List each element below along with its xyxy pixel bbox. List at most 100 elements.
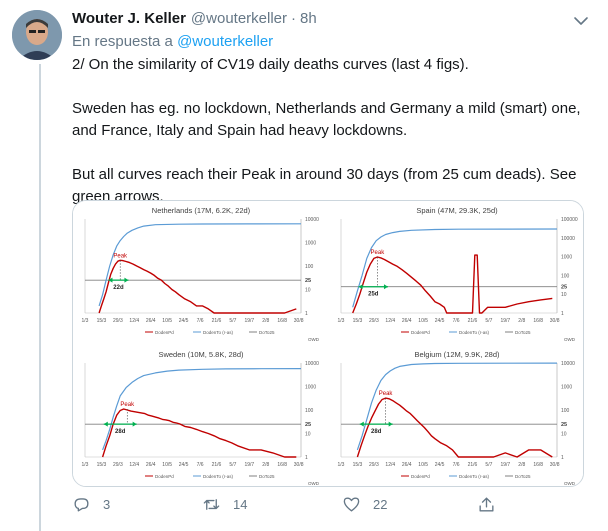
tweet-actions: 3 14 22 bbox=[72, 495, 572, 519]
green-arrow-head-right bbox=[388, 421, 393, 427]
x-tick-label: 21/6 bbox=[212, 318, 222, 324]
x-tick-label: 29/3 bbox=[113, 462, 123, 468]
x-tick-label: 5/7 bbox=[229, 462, 236, 468]
reference-label: 25 bbox=[561, 285, 567, 291]
tweet-time[interactable]: 8h bbox=[300, 10, 317, 27]
x-tick-label: 15/3 bbox=[353, 462, 363, 468]
y-tick-label: 1 bbox=[305, 455, 308, 461]
x-tick-label: 24/5 bbox=[435, 318, 445, 324]
green-arrow-head-left bbox=[103, 421, 108, 427]
x-tick-label: 7/6 bbox=[197, 318, 204, 324]
x-tick-label: 29/3 bbox=[369, 462, 379, 468]
tweet-media-charts[interactable]: Netherlands (17M, 6.2K, 22d) 1 10 100 1000 10… bbox=[72, 200, 584, 487]
arrow-days-label: 28d bbox=[371, 429, 382, 435]
tweet-paragraph: Sweden has eg. no lockdown, Netherlands … bbox=[72, 100, 581, 139]
chart-sweden: Sweden (10M, 5.8K, 28d) 1 10 100 1000 10000 1/… bbox=[73, 345, 328, 486]
x-tick-label: 21/6 bbox=[468, 318, 478, 324]
series-line-DodenPd bbox=[352, 254, 553, 314]
tweet-header: Wouter J. Keller @wouterkeller · 8h bbox=[72, 10, 588, 30]
x-tick-label: 15/3 bbox=[353, 318, 363, 324]
y-tick-label: 10 bbox=[305, 288, 311, 294]
series-line-DodenTo bbox=[102, 368, 302, 451]
green-arrow-head-right bbox=[132, 421, 137, 427]
legend-label: DoTo25 bbox=[515, 330, 531, 335]
x-tick-label: 10/5 bbox=[418, 318, 428, 324]
retweet-button[interactable]: 14 bbox=[202, 495, 247, 514]
y-tick-label: 10000 bbox=[305, 361, 319, 367]
y-tick-label: 100 bbox=[561, 408, 570, 414]
legend-label: DodenTo (r-as) bbox=[203, 474, 234, 479]
series-line-DodenTo bbox=[356, 362, 558, 451]
reply-count: 3 bbox=[103, 497, 111, 512]
reply-button[interactable]: 3 bbox=[72, 495, 110, 514]
y-tick-label: 1000 bbox=[305, 385, 316, 391]
x-tick-label: 29/3 bbox=[369, 318, 379, 324]
x-tick-label: 26/4 bbox=[146, 318, 156, 324]
series-line-DodenTo bbox=[98, 223, 302, 307]
x-tick-label: 30/8 bbox=[294, 318, 304, 324]
reference-label: 25 bbox=[561, 422, 567, 428]
author-name[interactable]: Wouter J. Keller bbox=[72, 10, 186, 27]
y-tick-label: 10000 bbox=[305, 217, 319, 223]
y-tick-label: 100 bbox=[561, 273, 570, 279]
avatar[interactable] bbox=[12, 10, 62, 60]
y-tick-label: 10000 bbox=[561, 361, 575, 367]
y-tick-label: 100 bbox=[305, 408, 314, 414]
reference-label: 25 bbox=[305, 422, 311, 428]
legend-label: DodenPd bbox=[155, 330, 174, 335]
x-tick-label: 2/8 bbox=[262, 462, 269, 468]
legend-label: DoTo25 bbox=[515, 474, 531, 479]
x-tick-label: 21/6 bbox=[212, 462, 222, 468]
x-tick-label: 2/8 bbox=[262, 318, 269, 324]
chart-title: Netherlands (17M, 6.2K, 22d) bbox=[152, 206, 251, 215]
legend-label: DodenTo (r-as) bbox=[459, 474, 490, 479]
reply-to-link[interactable]: @wouterkeller bbox=[177, 33, 274, 50]
x-tick-label: 24/5 bbox=[179, 318, 189, 324]
y-tick-label: 1 bbox=[561, 455, 564, 461]
source-label: OWD bbox=[308, 337, 320, 342]
legend-label: DoTo25 bbox=[259, 474, 275, 479]
reply-icon bbox=[74, 498, 89, 512]
tweet-paragraph: 2/ On the similarity of CV19 daily death… bbox=[72, 56, 469, 73]
x-tick-label: 26/4 bbox=[402, 462, 412, 468]
x-tick-label: 10/5 bbox=[162, 318, 172, 324]
source-label: OWD bbox=[308, 481, 320, 486]
green-arrow-head-left bbox=[108, 277, 113, 283]
green-arrow-head-left bbox=[358, 284, 363, 290]
x-tick-label: 15/3 bbox=[97, 462, 107, 468]
legend-label: DodenTo (r-as) bbox=[203, 330, 234, 335]
chevron-down-icon[interactable] bbox=[572, 12, 590, 30]
x-tick-label: 5/7 bbox=[485, 462, 492, 468]
legend-label: DodenPd bbox=[411, 474, 430, 479]
x-tick-label: 26/4 bbox=[146, 462, 156, 468]
chart-title: Belgium (12M, 9.9K, 28d) bbox=[414, 350, 500, 359]
series-line-DodenPd bbox=[101, 408, 297, 458]
x-tick-label: 16/8 bbox=[533, 318, 543, 324]
reference-label: 25 bbox=[305, 278, 311, 284]
green-arrow-head-right bbox=[124, 277, 129, 283]
share-icon bbox=[479, 497, 494, 512]
x-tick-label: 10/5 bbox=[162, 462, 172, 468]
x-tick-label: 24/5 bbox=[179, 462, 189, 468]
chart-spain: Spain (47M, 29.3K, 25d) 1 10 100 1000 10000 10… bbox=[329, 201, 583, 343]
author-handle[interactable]: @wouterkeller bbox=[190, 10, 288, 27]
like-button[interactable]: 22 bbox=[342, 495, 387, 514]
peak-label: Peak bbox=[379, 391, 394, 397]
x-tick-label: 26/4 bbox=[402, 318, 412, 324]
x-tick-label: 1/3 bbox=[338, 318, 345, 324]
x-tick-label: 29/3 bbox=[113, 318, 123, 324]
x-tick-label: 5/7 bbox=[229, 318, 236, 324]
legend-label: DodenPd bbox=[411, 330, 430, 335]
x-tick-label: 1/3 bbox=[82, 462, 89, 468]
y-tick-label: 1000 bbox=[561, 385, 572, 391]
share-button[interactable] bbox=[477, 495, 508, 514]
y-tick-label: 1 bbox=[561, 311, 564, 317]
y-tick-label: 1 bbox=[305, 311, 308, 317]
peak-label: Peak bbox=[113, 253, 128, 259]
x-tick-label: 15/3 bbox=[97, 318, 107, 324]
chart-netherlands: Netherlands (17M, 6.2K, 22d) 1 10 100 1000 10… bbox=[73, 201, 328, 343]
arrow-days-label: 22d bbox=[113, 285, 124, 291]
y-tick-label: 100000 bbox=[561, 217, 578, 223]
y-tick-label: 10 bbox=[305, 432, 311, 438]
y-tick-label: 10000 bbox=[561, 236, 575, 242]
